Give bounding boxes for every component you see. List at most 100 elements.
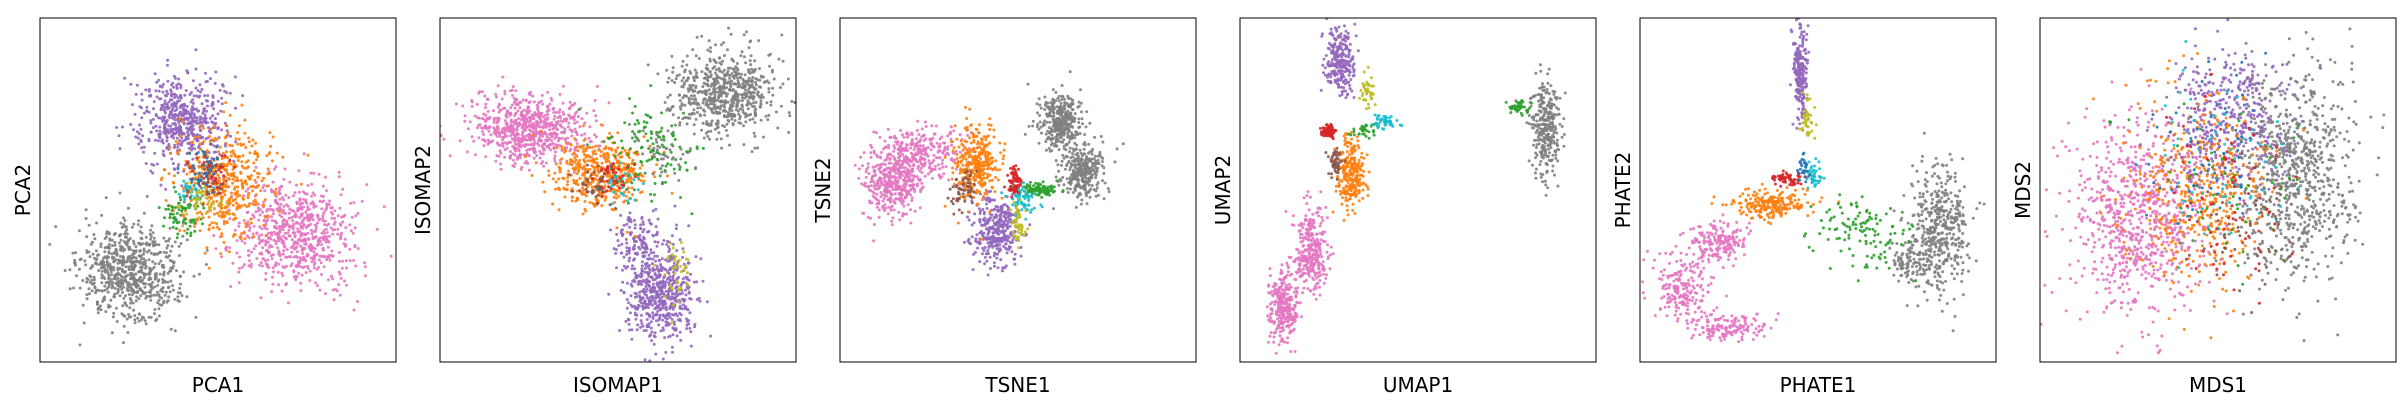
point: [649, 333, 652, 337]
point: [709, 96, 713, 100]
point: [607, 101, 611, 105]
point: [174, 190, 178, 194]
point: [538, 117, 542, 121]
point: [303, 242, 307, 246]
point: [566, 176, 570, 180]
point: [266, 214, 270, 218]
point: [244, 222, 248, 225]
point: [163, 293, 167, 297]
point: [552, 117, 556, 121]
point: [737, 112, 741, 116]
point: [759, 99, 763, 103]
point: [531, 114, 535, 118]
point: [191, 133, 195, 137]
point: [593, 99, 597, 102]
point: [178, 275, 182, 278]
point: [526, 138, 530, 142]
point: [205, 172, 209, 176]
point: [184, 221, 188, 225]
point: [316, 221, 319, 225]
series-purple: [607, 204, 712, 362]
point: [659, 308, 663, 311]
point: [237, 221, 241, 225]
point: [261, 186, 265, 190]
point: [722, 91, 726, 94]
point: [163, 280, 167, 284]
point: [138, 287, 142, 291]
point: [239, 142, 243, 146]
point: [260, 227, 264, 231]
point: [227, 177, 230, 180]
point: [247, 264, 251, 268]
point: [190, 166, 194, 170]
point: [285, 282, 289, 286]
point: [758, 67, 761, 71]
point: [167, 172, 171, 176]
point: [629, 294, 633, 298]
point: [363, 274, 367, 278]
point: [554, 162, 558, 166]
point: [622, 255, 626, 259]
point: [325, 205, 329, 209]
point: [207, 192, 211, 196]
point: [556, 116, 560, 120]
point: [718, 111, 722, 115]
point: [687, 261, 691, 265]
point: [298, 230, 302, 234]
point: [156, 279, 160, 283]
point: [226, 131, 230, 135]
point: [710, 119, 714, 123]
point: [295, 183, 298, 187]
point: [503, 141, 507, 145]
point: [514, 120, 518, 123]
point: [192, 128, 195, 131]
point: [142, 316, 146, 320]
point: [683, 103, 687, 107]
point: [645, 318, 649, 321]
point: [195, 156, 199, 160]
point: [166, 128, 170, 132]
point: [575, 133, 579, 137]
point: [326, 245, 330, 249]
point: [213, 81, 217, 85]
point: [192, 218, 195, 222]
point: [149, 284, 153, 287]
point: [722, 114, 726, 117]
point: [304, 240, 307, 243]
point: [747, 76, 751, 80]
point: [231, 181, 235, 185]
point: [254, 210, 258, 214]
point: [614, 157, 618, 160]
point: [264, 278, 268, 281]
point: [628, 225, 632, 229]
point: [665, 308, 668, 312]
point: [273, 226, 277, 230]
point: [753, 114, 757, 118]
point: [652, 342, 656, 346]
point: [256, 175, 260, 179]
point: [197, 182, 201, 186]
point: [714, 43, 717, 47]
point: [281, 234, 285, 238]
point: [736, 76, 739, 80]
point: [739, 72, 743, 76]
point: [143, 262, 147, 266]
point: [110, 244, 114, 248]
point: [508, 156, 512, 160]
point: [321, 214, 325, 218]
point: [128, 245, 132, 249]
point: [501, 138, 504, 142]
point: [224, 179, 228, 183]
point: [147, 249, 151, 252]
point: [289, 225, 293, 229]
point: [145, 194, 149, 198]
point: [642, 241, 646, 245]
point: [687, 224, 691, 228]
point: [249, 185, 253, 189]
point: [277, 231, 281, 235]
point: [692, 79, 696, 83]
point: [161, 149, 165, 153]
point: [685, 327, 689, 331]
point: [204, 116, 208, 120]
point: [179, 86, 183, 90]
